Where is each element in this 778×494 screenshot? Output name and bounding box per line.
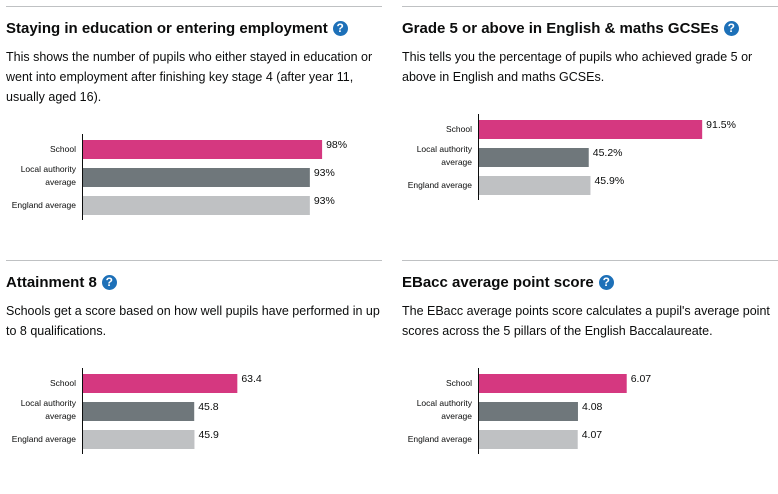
- value-label: 4.08: [582, 401, 603, 413]
- category-label: Local authority average: [417, 144, 473, 167]
- panel-description: This tells you the percentage of pupils …: [402, 50, 753, 84]
- panel-title-text: Staying in education or entering employm…: [6, 20, 328, 37]
- panel-title: Attainment 8 ?: [6, 274, 117, 291]
- bar-school: [478, 374, 627, 393]
- bar-school: [82, 140, 323, 159]
- bar-england: [478, 430, 578, 449]
- value-label: 45.9%: [594, 175, 624, 187]
- question-mark-icon[interactable]: ?: [723, 21, 739, 36]
- category-label: Local authority average: [21, 164, 77, 187]
- chart-svg: School 98% Local authority average 93% Englan…: [12, 134, 347, 220]
- panel-title: Staying in education or entering employm…: [6, 20, 348, 37]
- question-mark-icon[interactable]: ?: [598, 275, 614, 290]
- category-label: School: [446, 378, 472, 388]
- category-label: Local authority average: [21, 398, 77, 421]
- panel-description: Schools get a score based on how well pu…: [6, 304, 380, 338]
- panel-description: This shows the number of pupils who eith…: [6, 50, 373, 104]
- question-mark-icon[interactable]: ?: [332, 21, 348, 36]
- panel-title-text: Grade 5 or above in English & maths GCSE…: [402, 20, 719, 37]
- panel-title-text: EBacc average point score: [402, 274, 594, 291]
- bar-england: [82, 430, 195, 449]
- category-label: England average: [408, 180, 473, 190]
- section-divider: [402, 260, 778, 261]
- bar-school: [82, 374, 238, 393]
- bar-chart: School 98% Local authority average 93% Englan…: [6, 130, 382, 222]
- category-label: England average: [12, 200, 77, 210]
- panel-title-text: Attainment 8: [6, 274, 97, 291]
- panel-title: EBacc average point score ?: [402, 274, 614, 291]
- value-label: 93%: [314, 195, 335, 207]
- section-divider: [6, 260, 382, 261]
- bar-england: [82, 196, 310, 215]
- value-label: 98%: [326, 139, 347, 151]
- value-label: 45.9: [198, 429, 219, 441]
- category-label: School: [50, 144, 76, 154]
- value-label: 63.4: [241, 373, 262, 385]
- category-label: England average: [408, 434, 473, 444]
- panel-attainment-8: Attainment 8 ? Schools get a score based…: [6, 254, 382, 494]
- bar-local-authority: [478, 402, 578, 421]
- bar-england: [478, 176, 591, 195]
- chart-svg: School 91.5% Local authority average 45.2% En…: [408, 114, 736, 200]
- section-divider: [402, 6, 778, 7]
- section-divider: [6, 6, 382, 7]
- bar-school: [478, 120, 703, 139]
- value-label: 4.07: [582, 429, 603, 441]
- chart-svg: School 63.4 Local authority average 45.8 Engl…: [12, 368, 262, 454]
- bar-chart: School 91.5% Local authority average 45.2% En…: [402, 110, 778, 202]
- value-label: 93%: [314, 167, 335, 179]
- bar-chart: School 6.07 Local authority average 4.08 Engl…: [402, 364, 778, 456]
- category-label: England average: [12, 434, 77, 444]
- category-label: School: [50, 378, 76, 388]
- value-label: 45.8: [198, 401, 219, 413]
- question-mark-icon[interactable]: ?: [101, 275, 117, 290]
- category-label: Local authority average: [417, 398, 473, 421]
- bar-local-authority: [82, 402, 195, 421]
- bar-chart: School 63.4 Local authority average 45.8 Engl…: [6, 364, 382, 456]
- panel-ebacc-average-point-score: EBacc average point score ? The EBacc av…: [402, 254, 778, 494]
- value-label: 91.5%: [706, 119, 736, 131]
- value-label: 45.2%: [593, 147, 623, 159]
- bar-local-authority: [478, 148, 589, 167]
- panel-staying-in-education: Staying in education or entering employm…: [6, 0, 382, 240]
- chart-svg: School 6.07 Local authority average 4.08 Engl…: [408, 368, 652, 454]
- panel-description: The EBacc average points score calculate…: [402, 304, 770, 338]
- value-label: 6.07: [631, 373, 652, 385]
- panel-title: Grade 5 or above in English & maths GCSE…: [402, 20, 739, 37]
- category-label: School: [446, 124, 472, 134]
- panel-grade-5-english-maths: Grade 5 or above in English & maths GCSE…: [402, 0, 778, 240]
- bar-local-authority: [82, 168, 310, 187]
